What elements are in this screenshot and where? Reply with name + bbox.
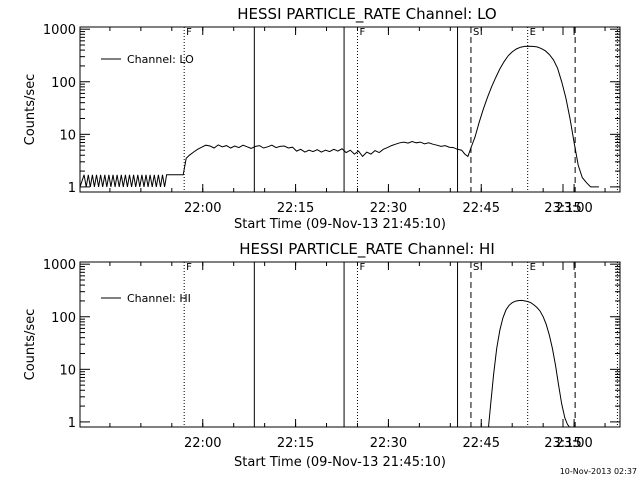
x-tick-label: 22:45 [463, 201, 500, 216]
y-tick-label: 1 [68, 416, 76, 431]
event-marker-label: F [359, 27, 365, 38]
event-marker-label: S [473, 27, 479, 38]
y-tick-label: 1000 [43, 23, 76, 38]
y-tick-label: 1000 [43, 258, 76, 273]
y-tick-label: 1 [68, 181, 76, 196]
y-tick-label: 10 [59, 363, 76, 378]
plot-timestamp: 10-Nov-2013 02:37 [559, 467, 637, 476]
x-tick-label: 22:45 [463, 436, 500, 451]
x-tick-label: 22:00 [184, 436, 221, 451]
event-marker-label: F [359, 262, 365, 273]
x-axis-label: Start Time (09-Nov-13 21:45:10) [234, 455, 446, 470]
chart-panel-1: HESSI PARTICLE_RATE Channel: LO Counts/se… [23, 5, 621, 232]
series-line-1 [80, 45, 599, 188]
event-marker-label: E [530, 262, 536, 273]
y-axis-label: Counts/sec [23, 309, 38, 381]
x-tick-label: 23:15 [544, 201, 581, 216]
event-marker-label: E [530, 27, 536, 38]
chart-title: HESSI PARTICLE_RATE Channel: LO [237, 5, 496, 24]
event-marker-label: S [473, 262, 479, 273]
plot-frame [79, 26, 621, 193]
x-tick-label: 22:00 [184, 201, 221, 216]
x-tick-label: 23:00 [555, 436, 592, 451]
x-tick-label: 22:30 [370, 436, 407, 451]
x-axis-label: Start Time (09-Nov-13 21:45:10) [234, 217, 446, 232]
chart-panel-2: HESSI PARTICLE_RATE Channel: HI Counts/se… [23, 240, 621, 470]
x-tick-label: 23:00 [555, 201, 592, 216]
y-tick-label: 10 [59, 128, 76, 143]
x-tick-label: 22:30 [370, 201, 407, 216]
plot-frame [79, 261, 621, 428]
legend-label: Channel: HI [127, 292, 191, 305]
y-axis-label: Counts/sec [23, 74, 38, 146]
series-line-1 [488, 299, 570, 427]
x-tick-label: 22:15 [277, 201, 314, 216]
y-tick-label: 100 [51, 311, 76, 326]
event-marker-label: F [186, 262, 192, 273]
x-tick-label: 22:15 [277, 436, 314, 451]
y-tick-label: 100 [51, 76, 76, 91]
event-marker-label: F [186, 27, 192, 38]
chart-title: HESSI PARTICLE_RATE Channel: HI [239, 240, 495, 259]
x-tick-label: 23:15 [544, 436, 581, 451]
legend-label: Channel: LO [127, 53, 194, 66]
